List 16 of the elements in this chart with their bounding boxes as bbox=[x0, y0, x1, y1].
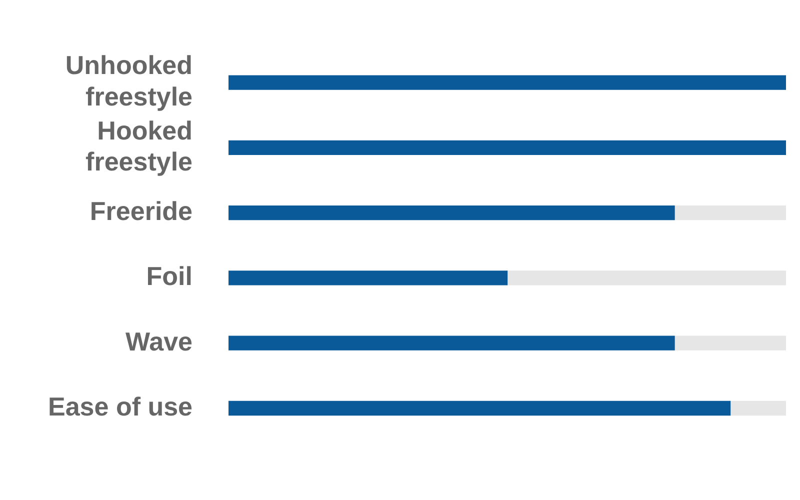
bar bbox=[674, 206, 786, 220]
y-tick-label: Foil bbox=[146, 261, 193, 292]
bar bbox=[506, 270, 786, 286]
y-tick-label: Ease of use bbox=[48, 391, 193, 422]
y-tick-label: Hooked freestyle bbox=[86, 115, 193, 176]
bar bbox=[674, 336, 786, 350]
y-tick-label: Wave bbox=[126, 326, 193, 356]
bar bbox=[228, 270, 508, 286]
bar bbox=[228, 400, 731, 416]
bar bbox=[730, 400, 786, 416]
bar bbox=[228, 75, 786, 90]
y-tick-label: Unhooked freestyle bbox=[65, 50, 193, 112]
y-tick-label: Freeride bbox=[90, 196, 193, 226]
bar bbox=[228, 206, 675, 220]
bar bbox=[228, 140, 786, 156]
bar bbox=[228, 336, 675, 350]
